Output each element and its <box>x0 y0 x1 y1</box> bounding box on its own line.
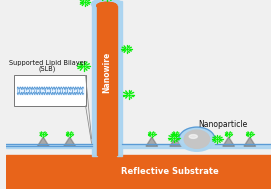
FancyBboxPatch shape <box>14 75 86 106</box>
Bar <box>6 155 271 189</box>
Polygon shape <box>37 137 49 146</box>
Polygon shape <box>64 137 76 146</box>
Bar <box>6 144 271 148</box>
Text: Supported Lipid Bilayer: Supported Lipid Bilayer <box>8 60 86 66</box>
Polygon shape <box>223 137 234 146</box>
Bar <box>97 6 117 155</box>
Polygon shape <box>244 137 256 146</box>
Ellipse shape <box>92 0 122 10</box>
Ellipse shape <box>189 135 197 138</box>
Polygon shape <box>170 137 182 146</box>
Ellipse shape <box>179 127 215 151</box>
Text: Nanowire: Nanowire <box>102 52 111 93</box>
Ellipse shape <box>97 2 117 9</box>
Ellipse shape <box>97 2 117 9</box>
Text: (SLB): (SLB) <box>38 65 56 72</box>
Polygon shape <box>146 137 158 146</box>
Bar <box>117 1 122 156</box>
Bar <box>92 1 97 156</box>
Ellipse shape <box>184 130 209 148</box>
Text: Nanoparticle: Nanoparticle <box>199 120 248 129</box>
Text: Reflective Substrate: Reflective Substrate <box>121 167 219 177</box>
